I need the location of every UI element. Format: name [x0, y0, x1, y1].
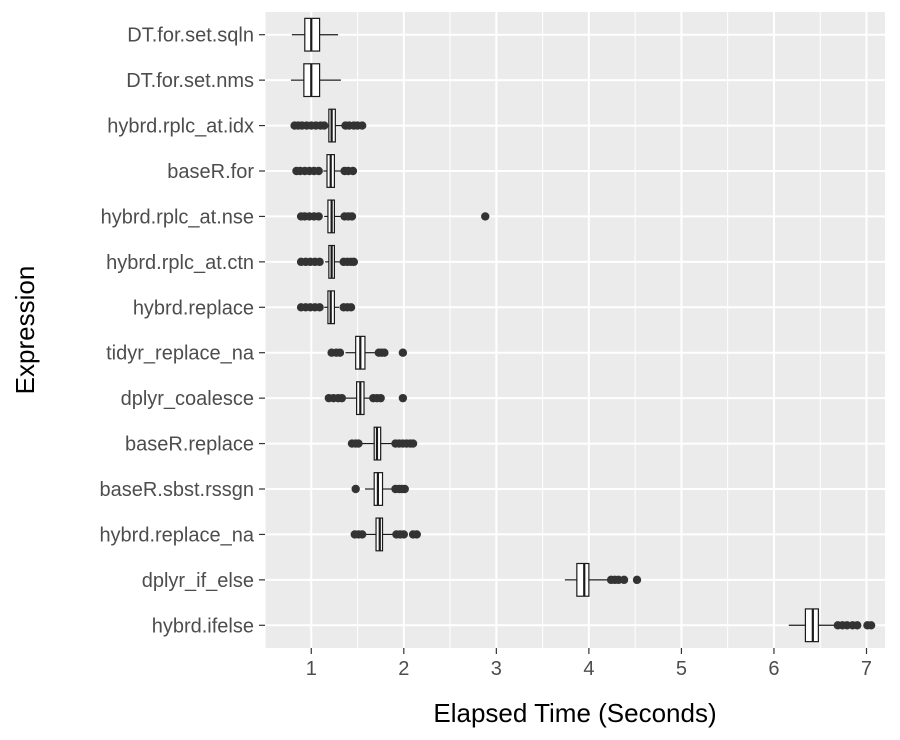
- outlier-point: [335, 348, 345, 357]
- y-tick-label: DT.for.set.nms: [126, 70, 254, 92]
- outlier-point: [348, 166, 358, 176]
- x-tick-label: 3: [491, 658, 502, 680]
- y-tick-label: baseR.for: [167, 161, 254, 183]
- y-tick-label: hybrd.replace: [133, 297, 254, 319]
- y-tick-label: hybrd.rplc_at.nse: [101, 206, 254, 228]
- outlier-point: [398, 348, 408, 357]
- outlier-point: [408, 439, 418, 448]
- box-group: [350, 517, 421, 552]
- x-axis-title: Elapsed Time (Seconds): [433, 698, 716, 728]
- y-tick-label: dplyr_if_else: [142, 570, 254, 592]
- box-group: [327, 335, 408, 370]
- box-group: [347, 426, 418, 461]
- outlier-point: [357, 530, 367, 539]
- y-axis-title: Expression: [10, 266, 40, 395]
- box-group: [788, 608, 876, 643]
- outlier-point: [376, 393, 385, 403]
- outlier-point: [399, 530, 409, 539]
- outlier-point: [380, 348, 389, 357]
- y-tick-label: hybrd.rplc_at.ctn: [106, 252, 254, 274]
- y-tick-label: baseR.sbst.rssgn: [99, 479, 254, 501]
- outlier-point: [315, 303, 324, 312]
- x-axis-ticks: 1 2 3 4 5 6 7: [306, 648, 872, 680]
- outlier-point: [357, 121, 367, 130]
- outlier-point: [400, 484, 409, 494]
- data-marks: [290, 17, 876, 643]
- grid-lines: [264, 12, 885, 648]
- outlier-point: [866, 621, 876, 630]
- box-group: [564, 562, 642, 597]
- outlier-point: [349, 257, 359, 267]
- outlier-point: [351, 484, 360, 494]
- box-group: [292, 154, 358, 188]
- box-group: [290, 63, 341, 98]
- x-tick-label: 6: [768, 658, 779, 680]
- outlier-point: [632, 575, 642, 585]
- box-group: [324, 381, 408, 416]
- outlier-point: [346, 303, 356, 312]
- box-group: [290, 108, 367, 143]
- outlier-point: [412, 530, 421, 539]
- y-axis-ticks: DT.for.set.sqln DT.for.set.nms hybrd.rplc_…: [99, 25, 265, 637]
- outlier-point: [320, 121, 329, 130]
- box-group: [296, 290, 356, 325]
- outlier-point: [398, 393, 408, 403]
- box-group: [351, 472, 409, 506]
- box-group: [296, 199, 490, 234]
- y-tick-label: hybrd.rplc_at.idx: [107, 116, 254, 138]
- x-tick-label: 7: [861, 658, 872, 680]
- x-tick-label: 1: [306, 658, 317, 680]
- y-tick-label: dplyr_coalesce: [121, 388, 254, 410]
- box-group: [291, 17, 339, 52]
- outlier-point: [337, 393, 347, 403]
- outlier-point: [347, 212, 357, 221]
- y-tick-label: hybrd.ifelse: [152, 615, 254, 637]
- outlier-point: [481, 212, 490, 221]
- plot-panel: [265, 12, 885, 648]
- x-tick-label: 4: [583, 658, 594, 680]
- outlier-point: [619, 575, 629, 585]
- box-iqr: [576, 562, 590, 597]
- y-tick-label: tidyr_replace_na: [106, 343, 255, 365]
- x-tick-label: 2: [398, 658, 409, 680]
- y-tick-label: hybrd.replace_na: [99, 524, 254, 546]
- x-tick-label: 5: [676, 658, 687, 680]
- y-tick-label: baseR.replace: [125, 434, 254, 456]
- y-tick-label: DT.for.set.sqln: [127, 25, 254, 47]
- outlier-point: [314, 166, 323, 176]
- outlier-point: [314, 212, 323, 221]
- box-group: [296, 244, 359, 279]
- outlier-point: [354, 439, 363, 448]
- outlier-point: [315, 257, 324, 267]
- outlier-point: [853, 621, 862, 630]
